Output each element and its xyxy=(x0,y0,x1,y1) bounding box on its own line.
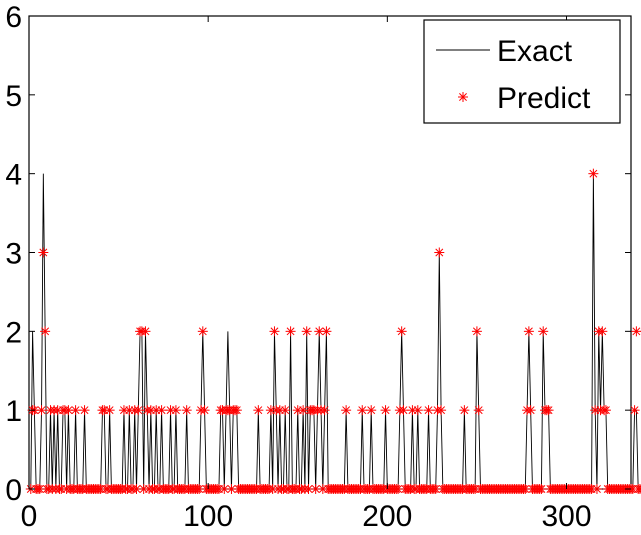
predict-marker xyxy=(226,484,237,494)
predict-marker xyxy=(412,405,423,416)
predict-marker xyxy=(473,405,484,416)
predict-marker xyxy=(197,326,208,337)
predict-marker xyxy=(301,326,312,337)
predict-marker xyxy=(523,326,534,337)
predict-marker xyxy=(231,405,242,416)
predict-marker xyxy=(380,405,391,416)
predict-marker xyxy=(436,405,447,416)
predict-marker xyxy=(588,168,599,179)
predict-marker xyxy=(636,485,641,493)
predict-marker xyxy=(591,484,602,494)
predict-marker xyxy=(430,484,441,494)
legend: Exact Predict xyxy=(423,19,621,124)
predict-marker xyxy=(280,405,291,416)
y-tick-label: 2 xyxy=(5,316,22,349)
x-tick-label: 100 xyxy=(183,500,233,533)
predict-marker xyxy=(36,405,47,416)
x-tick-label: 300 xyxy=(541,500,591,533)
predict-marker xyxy=(156,405,167,416)
predict-marker xyxy=(396,326,407,337)
predict-marker xyxy=(253,405,264,416)
predict-marker xyxy=(269,326,280,337)
y-tick-label: 1 xyxy=(5,395,22,428)
predict-marker xyxy=(133,405,144,416)
y-tick-label: 5 xyxy=(5,80,22,113)
predict-marker xyxy=(321,326,332,337)
legend-asterisk-icon xyxy=(458,92,468,102)
legend-label-predict: Predict xyxy=(497,82,591,115)
x-tick-label: 0 xyxy=(21,500,38,533)
predict-marker xyxy=(538,326,549,337)
y-tick-label: 4 xyxy=(5,159,22,192)
predict-marker xyxy=(341,405,352,416)
legend-box xyxy=(423,19,621,124)
predict-marker xyxy=(285,326,296,337)
predict-marker xyxy=(63,405,74,416)
predict-marker xyxy=(638,485,641,493)
predict-marker xyxy=(597,326,608,337)
predict-marker xyxy=(536,484,547,494)
predict-marker xyxy=(40,326,51,337)
x-tick-label: 200 xyxy=(362,500,412,533)
predict-marker xyxy=(631,326,641,337)
predict-marker xyxy=(525,405,536,416)
series-predict xyxy=(25,168,641,494)
y-tick-label: 0 xyxy=(5,474,22,507)
y-tick-label: 6 xyxy=(5,1,22,34)
predict-marker xyxy=(303,484,314,494)
legend-marker-predict xyxy=(458,92,468,102)
predict-marker xyxy=(357,405,368,416)
predict-marker xyxy=(170,405,181,416)
y-axis-ticks: 0 1 2 3 4 5 6 xyxy=(5,1,631,507)
predict-marker xyxy=(199,405,210,416)
predict-marker xyxy=(434,247,445,258)
predict-marker xyxy=(319,405,330,416)
predict-marker xyxy=(366,405,377,416)
predict-marker xyxy=(79,405,90,416)
predict-marker xyxy=(219,484,230,494)
predict-marker xyxy=(310,484,321,494)
predict-marker xyxy=(423,405,434,416)
predict-marker xyxy=(398,405,409,416)
predict-marker xyxy=(70,405,81,416)
predict-marker xyxy=(38,247,49,258)
x-axis-ticks: 0 100 200 300 xyxy=(21,16,592,533)
predict-marker xyxy=(629,405,640,416)
y-tick-label: 3 xyxy=(5,238,22,271)
predict-marker xyxy=(543,405,554,416)
predict-marker xyxy=(104,405,115,416)
predict-marker xyxy=(471,326,482,337)
predict-marker xyxy=(459,405,470,416)
legend-label-exact: Exact xyxy=(497,35,573,68)
predict-marker xyxy=(140,326,151,337)
predict-marker xyxy=(600,405,611,416)
predict-marker xyxy=(181,405,192,416)
